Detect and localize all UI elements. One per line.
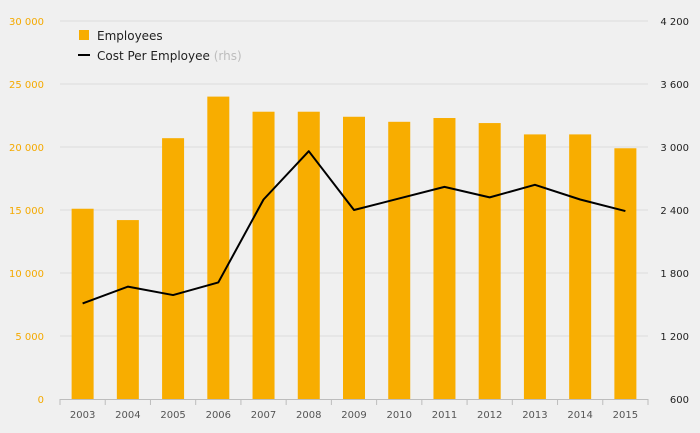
- right-tick-label: 1 800: [660, 269, 689, 280]
- legend: Employees Cost Per Employee (rhs): [78, 29, 242, 63]
- legend-label-employees: Employees: [97, 29, 163, 43]
- left-tick-label: 5 000: [15, 332, 44, 343]
- x-tick-label: 2013: [522, 410, 547, 421]
- right-axis-ticks: 600 1 200 1 800 2 400 3 000 3 600 4 200: [660, 17, 689, 406]
- x-tick-label: 2006: [206, 410, 231, 421]
- x-tick-label: 2012: [477, 410, 502, 421]
- x-tick-label: 2010: [387, 410, 412, 421]
- x-tick-label: 2004: [115, 410, 140, 421]
- left-tick-label: 10 000: [9, 269, 44, 280]
- left-axis-ticks: 0 5 000 10 000 15 000 20 000 25 000 30 000: [9, 17, 44, 406]
- bar-2005: [162, 138, 185, 399]
- x-tick-label: 2003: [70, 410, 95, 421]
- x-tick-label: 2009: [341, 410, 366, 421]
- bar-series-employees: [71, 96, 637, 400]
- right-tick-label: 3 000: [660, 143, 689, 154]
- left-tick-label: 15 000: [9, 206, 44, 217]
- x-tick-label: 2007: [251, 410, 276, 421]
- cost-per-employee-line: [82, 150, 626, 305]
- legend-rhs-note: (rhs): [214, 49, 242, 63]
- legend-label-cost-text: Cost Per Employee: [97, 49, 210, 63]
- right-tick-label: 2 400: [660, 206, 689, 217]
- right-tick-label: 600: [670, 395, 689, 406]
- bar-2009: [343, 116, 365, 399]
- line-series-cost-per-employee: [82, 150, 626, 305]
- left-tick-label: 25 000: [9, 80, 44, 91]
- left-tick-label: 20 000: [9, 143, 44, 154]
- x-tick-label: 2014: [567, 410, 592, 421]
- bar-2006: [207, 96, 230, 399]
- bar-2008: [297, 111, 320, 399]
- right-tick-label: 3 600: [660, 80, 689, 91]
- bar-2007: [252, 111, 275, 399]
- bar-2012: [478, 123, 501, 399]
- x-tick-label: 2008: [296, 410, 321, 421]
- legend-label-cost-per-employee: Cost Per Employee (rhs): [97, 49, 242, 63]
- bar-2010: [388, 121, 411, 400]
- right-tick-label: 4 200: [660, 17, 689, 28]
- bar-2014: [569, 134, 592, 399]
- legend-swatch-employees: [79, 30, 89, 40]
- bar-2013: [523, 134, 546, 399]
- bar-2004: [116, 220, 139, 399]
- x-tick-label: 2015: [613, 410, 638, 421]
- x-tick-label: 2005: [160, 410, 185, 421]
- right-tick-label: 1 200: [660, 332, 689, 343]
- bar-2003: [71, 208, 94, 399]
- left-tick-label: 0: [38, 395, 44, 406]
- x-tick-label: 2011: [432, 410, 457, 421]
- bar-2015: [614, 148, 637, 399]
- left-tick-label: 30 000: [9, 17, 44, 28]
- bar-2011: [433, 118, 456, 400]
- x-axis: 2003 2004 2005 2006 2007 2008 2009 2010 2011 2012…: [59, 399, 649, 421]
